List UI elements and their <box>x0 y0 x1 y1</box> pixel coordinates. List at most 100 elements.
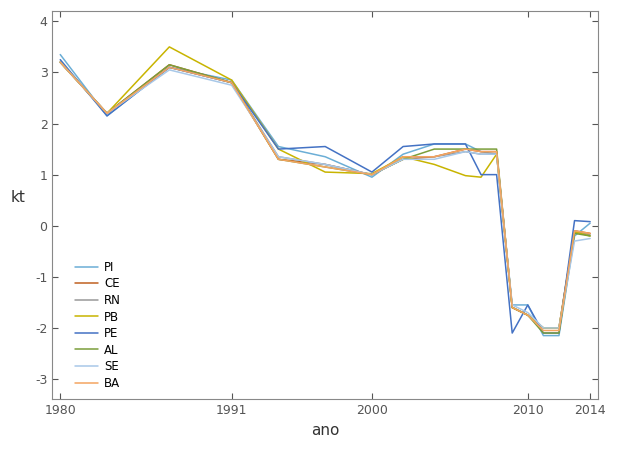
SE <box>509 302 516 308</box>
BA <box>524 313 531 318</box>
AL <box>56 60 64 65</box>
PE <box>555 330 562 336</box>
RN <box>462 149 469 154</box>
AL <box>399 157 407 162</box>
PB <box>275 146 282 152</box>
PE <box>586 219 594 224</box>
RN <box>103 110 111 116</box>
PE <box>462 141 469 147</box>
Legend: PI, CE, RN, PB, PE, AL, SE, BA: PI, CE, RN, PB, PE, AL, SE, BA <box>75 261 121 390</box>
SE <box>540 325 547 330</box>
BA <box>462 146 469 152</box>
SE <box>477 151 485 157</box>
PE <box>524 302 531 308</box>
PI <box>321 154 329 159</box>
RN <box>586 232 594 238</box>
PB <box>368 171 376 176</box>
PB <box>103 110 111 116</box>
PI <box>586 220 594 226</box>
BA <box>166 65 173 70</box>
RN <box>571 228 578 233</box>
AL <box>431 146 438 152</box>
BA <box>103 110 111 116</box>
SE <box>586 236 594 241</box>
RN <box>431 154 438 159</box>
PI <box>571 233 578 239</box>
AL <box>586 233 594 239</box>
RN <box>368 172 376 177</box>
PI <box>493 151 501 157</box>
PI <box>368 175 376 180</box>
BA <box>399 154 407 159</box>
SE <box>431 157 438 162</box>
PB <box>462 173 469 178</box>
PB <box>431 162 438 167</box>
BA <box>586 231 594 236</box>
AL <box>477 146 485 152</box>
RN <box>509 305 516 310</box>
AL <box>228 80 235 85</box>
CE <box>166 62 173 67</box>
PE <box>509 330 516 336</box>
CE <box>509 305 516 310</box>
PE <box>275 146 282 152</box>
Line: CE: CE <box>60 62 590 328</box>
PB <box>571 229 578 234</box>
CE <box>555 325 562 330</box>
PI <box>56 52 64 57</box>
SE <box>368 172 376 177</box>
AL <box>493 146 501 152</box>
RN <box>399 154 407 159</box>
RN <box>555 325 562 330</box>
CE <box>275 157 282 162</box>
BA <box>509 305 516 310</box>
BA <box>555 328 562 333</box>
RN <box>524 313 531 318</box>
CE <box>462 146 469 152</box>
CE <box>524 313 531 318</box>
PB <box>540 325 547 330</box>
RN <box>275 154 282 159</box>
Line: PB: PB <box>60 47 590 328</box>
CE <box>321 162 329 167</box>
PB <box>555 325 562 330</box>
PI <box>540 333 547 338</box>
BA <box>56 60 64 65</box>
PB <box>321 169 329 175</box>
Line: PI: PI <box>60 54 590 335</box>
RN <box>493 151 501 157</box>
PE <box>571 218 578 223</box>
BA <box>228 80 235 85</box>
PE <box>477 172 485 177</box>
PE <box>540 330 547 336</box>
SE <box>56 60 64 65</box>
PE <box>431 141 438 147</box>
Line: RN: RN <box>60 62 590 328</box>
BA <box>540 328 547 333</box>
AL <box>103 110 111 116</box>
CE <box>368 172 376 177</box>
AL <box>540 330 547 336</box>
PB <box>509 305 516 310</box>
PI <box>228 77 235 83</box>
SE <box>166 67 173 73</box>
Line: BA: BA <box>60 62 590 330</box>
PI <box>399 151 407 157</box>
CE <box>56 60 64 65</box>
BA <box>275 157 282 162</box>
SE <box>462 149 469 154</box>
RN <box>56 60 64 65</box>
CE <box>103 110 111 116</box>
PI <box>509 302 516 308</box>
PB <box>586 233 594 239</box>
SE <box>555 325 562 330</box>
BA <box>321 164 329 170</box>
Line: SE: SE <box>60 62 590 328</box>
PI <box>166 65 173 70</box>
AL <box>321 164 329 170</box>
BA <box>493 149 501 154</box>
AL <box>275 157 282 162</box>
AL <box>462 146 469 152</box>
SE <box>228 83 235 88</box>
AL <box>166 62 173 67</box>
